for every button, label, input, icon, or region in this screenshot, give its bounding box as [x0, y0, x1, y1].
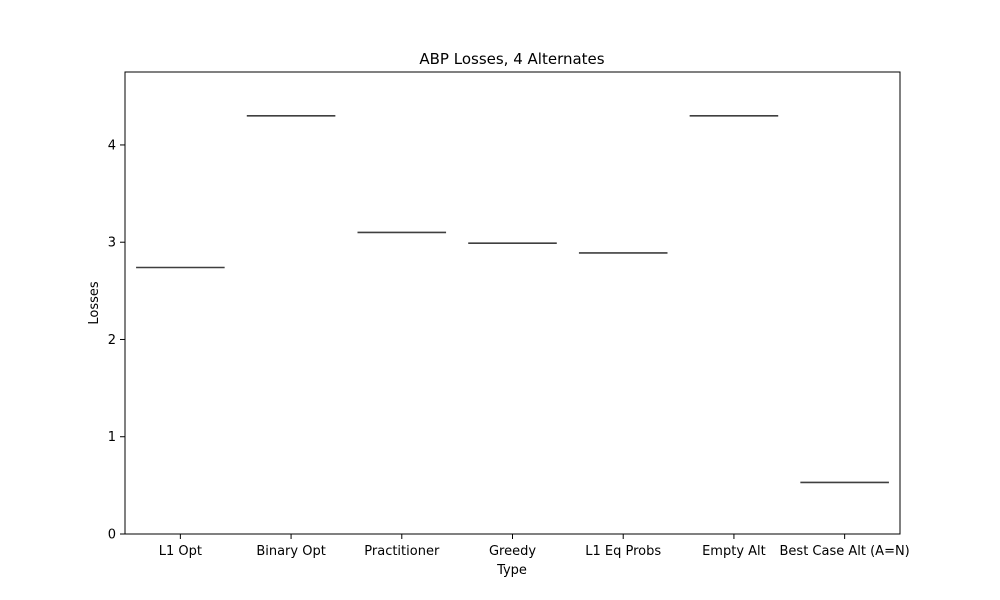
x-tick-label-1: Binary Opt	[256, 544, 326, 559]
y-tick-label-2: 2	[108, 333, 116, 348]
x-axis-ticks: L1 Opt Binary Opt Practitioner Greedy L1 Eq …	[159, 534, 910, 559]
y-tick-label-1: 1	[108, 430, 116, 445]
x-tick-label-6: Best Case Alt (A=N)	[780, 544, 910, 559]
x-tick-label-3: Greedy	[489, 544, 536, 559]
x-tick-label-4: L1 Eq Probs	[585, 544, 661, 559]
y-tick-label-3: 3	[108, 236, 116, 251]
y-tick-label-0: 0	[108, 528, 116, 543]
y-tick-label-4: 4	[108, 138, 116, 153]
plot-frame	[124, 71, 901, 535]
box-lines	[136, 114, 889, 484]
x-tick-label-2: Practitioner	[364, 544, 440, 559]
y-axis-ticks: 0 1 2 3 4	[108, 138, 125, 543]
y-axis-label: Losses	[87, 281, 102, 325]
x-tick-label-0: L1 Opt	[159, 544, 202, 559]
chart-title: ABP Losses, 4 Alternates	[419, 50, 604, 68]
x-tick-label-5: Empty Alt	[702, 544, 766, 559]
x-axis-label: Type	[496, 563, 527, 578]
